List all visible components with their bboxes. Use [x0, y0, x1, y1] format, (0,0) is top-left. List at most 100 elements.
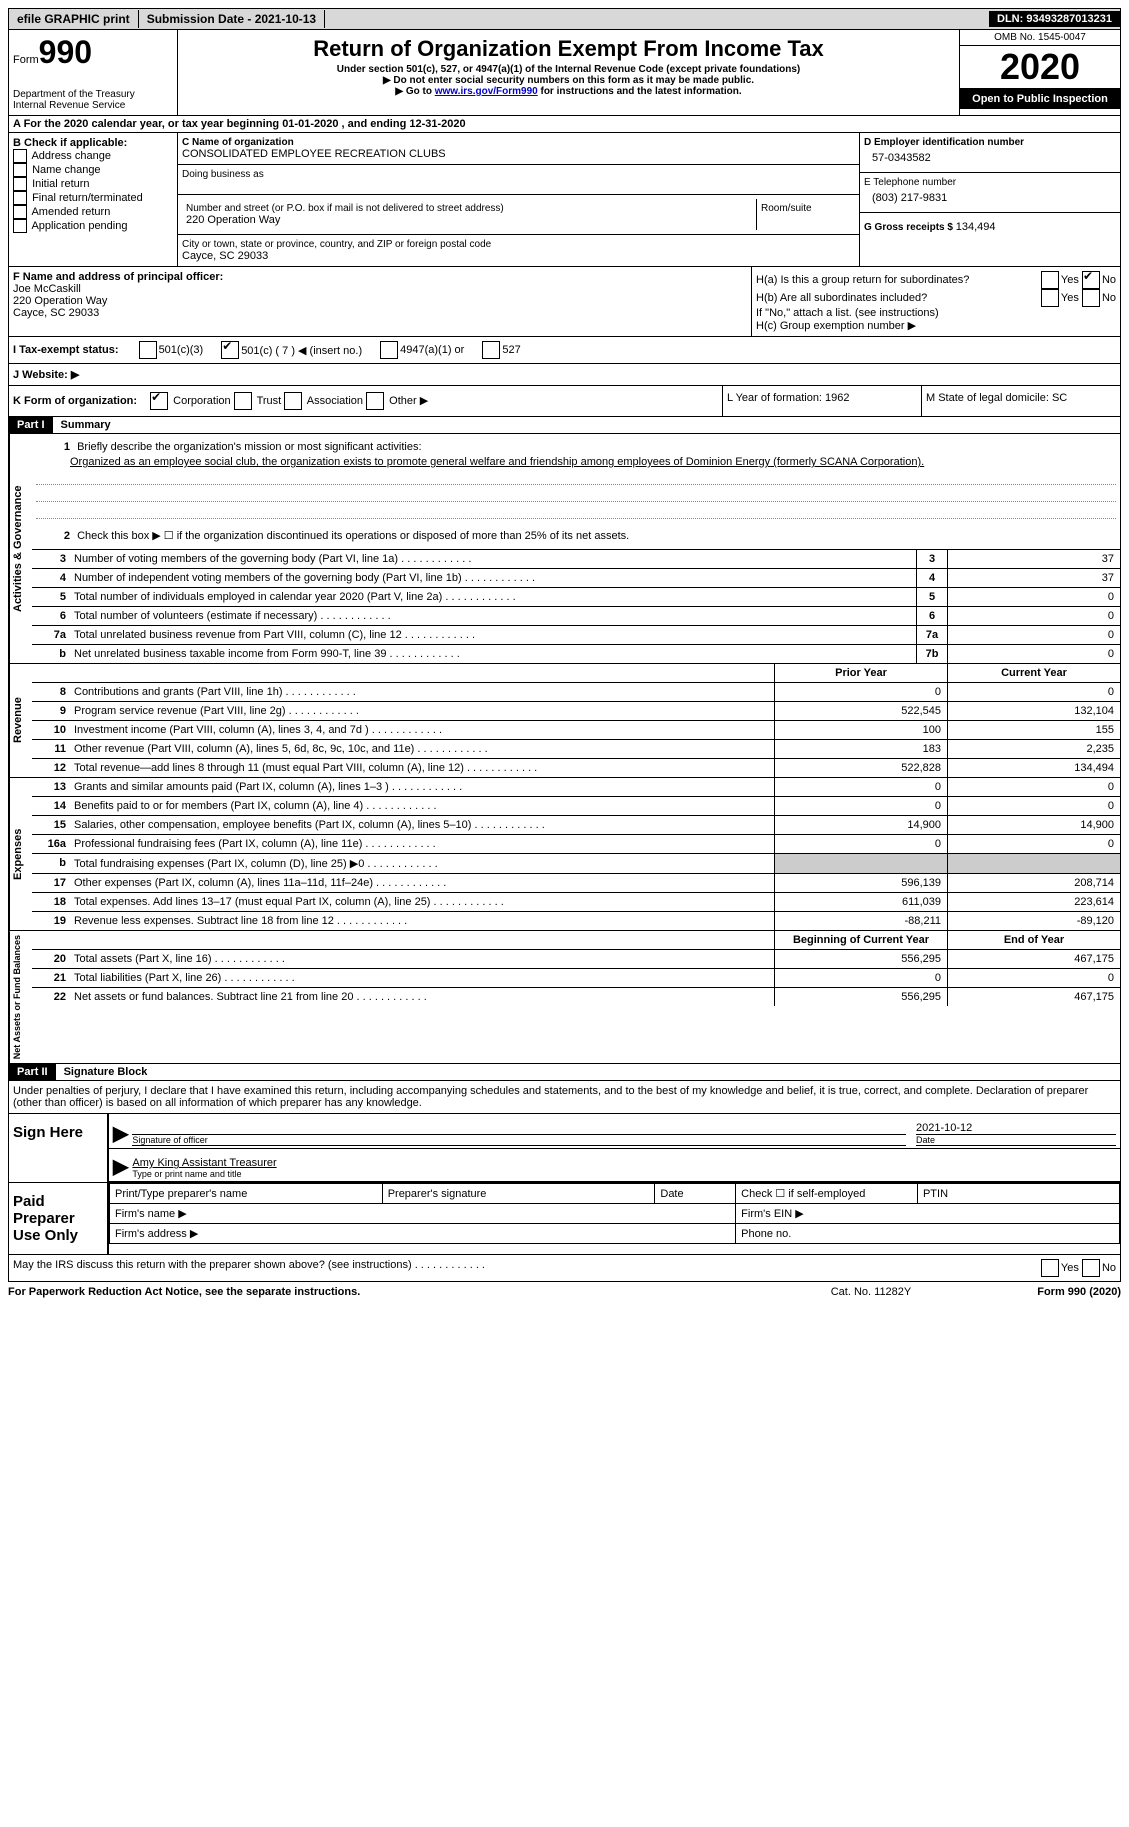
footer-l: For Paperwork Reduction Act Notice, see … [8, 1286, 771, 1298]
ha-no[interactable] [1082, 271, 1100, 289]
h-prior: Prior Year [774, 664, 947, 682]
table-row: 18 Total expenses. Add lines 13–17 (must… [32, 893, 1120, 912]
part1-bar: Part I Summary [8, 417, 1121, 434]
cb-corp[interactable] [150, 392, 168, 410]
checkbox[interactable] [13, 149, 27, 163]
room-label: Room/suite [757, 199, 855, 230]
sub3-pre: ▶ Go to [395, 86, 434, 97]
discuss-row: May the IRS discuss this return with the… [8, 1255, 1121, 1282]
firm-addr: Firm's address ▶ [110, 1224, 736, 1244]
ein: 57-0343582 [864, 148, 1116, 168]
sig-label: Signature of officer [132, 1134, 906, 1145]
firm-name: Firm's name ▶ [110, 1204, 736, 1224]
checkbox[interactable] [13, 163, 27, 177]
exp-section: Expenses 13 Grants and similar amounts p… [8, 778, 1121, 931]
h-curr: Current Year [947, 664, 1120, 682]
net-section: Net Assets or Fund Balances Beginning of… [8, 931, 1121, 1064]
part1-title: Summary [53, 417, 119, 433]
discuss-q: May the IRS discuss this return with the… [13, 1259, 485, 1277]
ha-yes[interactable] [1041, 271, 1059, 289]
open-public: Open to Public Inspection [960, 89, 1120, 109]
discuss-no[interactable] [1082, 1259, 1100, 1277]
row-a: A For the 2020 calendar year, or tax yea… [8, 116, 1121, 133]
table-row: 9 Program service revenue (Part VIII, li… [32, 702, 1120, 721]
part1-num: Part I [9, 417, 53, 433]
pr-date: Date [655, 1184, 736, 1204]
gross-receipts: 134,494 [956, 221, 996, 233]
table-row: 14 Benefits paid to or for members (Part… [32, 797, 1120, 816]
firm-ein: Firm's EIN ▶ [736, 1204, 1120, 1224]
table-row: 8 Contributions and grants (Part VIII, l… [32, 683, 1120, 702]
table-row: 4 Number of independent voting members o… [32, 569, 1120, 588]
cb-4947[interactable] [380, 341, 398, 359]
hb-no[interactable] [1082, 289, 1100, 307]
phone-no: Phone no. [736, 1224, 1120, 1244]
irs-link[interactable]: www.irs.gov/Form990 [435, 86, 538, 97]
part2-title: Signature Block [56, 1064, 156, 1080]
pr-check: Check ☐ if self-employed [736, 1184, 918, 1204]
table-row: 3 Number of voting members of the govern… [32, 550, 1120, 569]
opt-address: Address change [13, 149, 173, 163]
checkbox[interactable] [13, 191, 27, 205]
rev-section: Revenue Prior Year Current Year 8 Contri… [8, 664, 1121, 778]
hc: H(c) Group exemption number ▶ [756, 319, 1116, 332]
sub3-post: for instructions and the latest informat… [538, 86, 742, 97]
c-name-label: C Name of organization [182, 137, 855, 148]
e-label: E Telephone number [864, 177, 1116, 188]
l-year: L Year of formation: 1962 [723, 386, 922, 416]
table-row: 7a Total unrelated business revenue from… [32, 626, 1120, 645]
efile-btn[interactable]: efile GRAPHIC print [9, 10, 139, 28]
cb-other[interactable] [366, 392, 384, 410]
form-title: Return of Organization Exempt From Incom… [182, 36, 955, 62]
checkbox[interactable] [13, 219, 27, 233]
sign-here: Sign Here [9, 1114, 109, 1182]
date-label: Date [916, 1134, 1116, 1145]
l2: Check this box ▶ ☐ if the organization d… [77, 530, 629, 542]
table-row: b Net unrelated business taxable income … [32, 645, 1120, 663]
subline3: ▶ Go to www.irs.gov/Form990 for instruct… [182, 86, 955, 97]
checkbox[interactable] [13, 205, 27, 219]
opt-amended: Amended return [13, 205, 173, 219]
table-row: 17 Other expenses (Part IX, column (A), … [32, 874, 1120, 893]
phone: (803) 217-9831 [864, 188, 1116, 208]
info-block: B Check if applicable: Address change Na… [8, 133, 1121, 267]
form-word: Form [13, 54, 39, 66]
h-end: End of Year [947, 931, 1120, 949]
top-bar: efile GRAPHIC print Submission Date - 20… [8, 8, 1121, 30]
cb-trust[interactable] [234, 392, 252, 410]
part2-num: Part II [9, 1064, 56, 1080]
dba-label: Doing business as [182, 169, 855, 180]
cb-501c3[interactable] [139, 341, 157, 359]
sig-date: 2021-10-12 [916, 1122, 1116, 1134]
street: 220 Operation Way [186, 214, 752, 226]
footer-r: Form 990 (2020) [971, 1286, 1121, 1298]
paid-label: Paid Preparer Use Only [9, 1183, 109, 1254]
officer-print: Amy King Assistant Treasurer [132, 1157, 1116, 1169]
table-row: 13 Grants and similar amounts paid (Part… [32, 778, 1120, 797]
checkbox[interactable] [13, 177, 27, 191]
dept1: Department of the Treasury [13, 89, 173, 100]
l1: Briefly describe the organization's miss… [77, 441, 421, 453]
opt-initial: Initial return [13, 177, 173, 191]
d-label: D Employer identification number [864, 137, 1116, 148]
b-label: B Check if applicable: [13, 137, 173, 149]
opt-name: Name change [13, 163, 173, 177]
rev-side: Revenue [9, 664, 32, 777]
cb-501c[interactable] [221, 341, 239, 359]
table-row: 12 Total revenue—add lines 8 through 11 … [32, 759, 1120, 777]
table-row: 21 Total liabilities (Part X, line 26) 0… [32, 969, 1120, 988]
discuss-yes[interactable] [1041, 1259, 1059, 1277]
net-side: Net Assets or Fund Balances [9, 931, 32, 1063]
submission-btn[interactable]: Submission Date - 2021-10-13 [139, 10, 325, 28]
declaration: Under penalties of perjury, I declare th… [8, 1081, 1121, 1114]
table-row: 22 Net assets or fund balances. Subtract… [32, 988, 1120, 1006]
cb-assoc[interactable] [284, 392, 302, 410]
h-begin: Beginning of Current Year [774, 931, 947, 949]
hb-yes[interactable] [1041, 289, 1059, 307]
preparer-section: Paid Preparer Use Only Print/Type prepar… [8, 1183, 1121, 1255]
cb-527[interactable] [482, 341, 500, 359]
l1text: Organized as an employee social club, th… [36, 456, 924, 468]
table-row: 15 Salaries, other compensation, employe… [32, 816, 1120, 835]
part2-bar: Part II Signature Block [8, 1064, 1121, 1081]
g-label: G Gross receipts $ [864, 222, 956, 233]
